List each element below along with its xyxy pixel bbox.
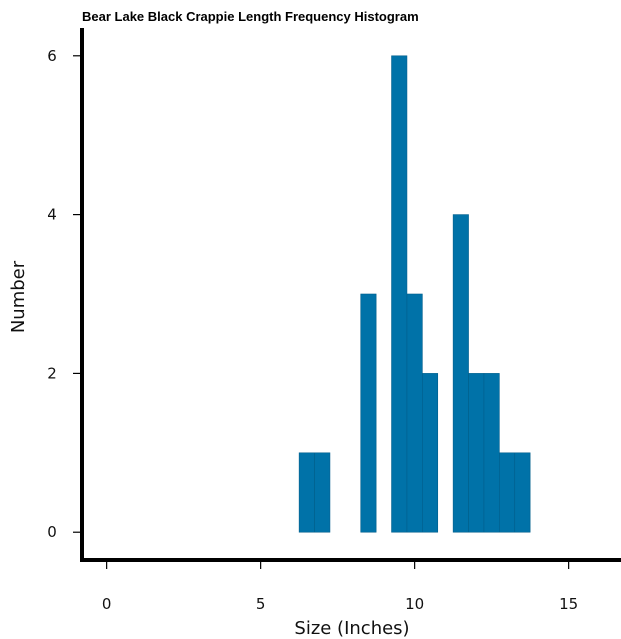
chart-title: Bear Lake Black Crappie Length Frequency… bbox=[82, 9, 419, 24]
histogram-bar bbox=[391, 55, 408, 533]
histogram-bar bbox=[360, 293, 377, 533]
y-tick-label: 6 bbox=[47, 47, 57, 65]
y-tick-label: 0 bbox=[47, 523, 57, 541]
x-axis-ticks: 0 5 10 15 bbox=[102, 562, 578, 613]
x-axis-label: Size (Inches) bbox=[294, 618, 409, 639]
histogram-bar bbox=[483, 373, 500, 533]
x-tick-label: 15 bbox=[559, 595, 578, 613]
histogram-bar bbox=[452, 214, 469, 533]
histogram-bar bbox=[514, 452, 531, 533]
histogram-bar bbox=[406, 293, 423, 533]
y-tick-label: 2 bbox=[47, 364, 57, 382]
x-tick-label: 5 bbox=[256, 595, 266, 613]
x-tick-label: 10 bbox=[405, 595, 424, 613]
histogram-bar bbox=[298, 452, 315, 533]
y-tick-label: 4 bbox=[47, 206, 57, 224]
bars-group bbox=[298, 55, 531, 533]
histogram-bar bbox=[422, 373, 439, 533]
x-tick-label: 0 bbox=[102, 595, 112, 613]
histogram-bar bbox=[314, 452, 331, 533]
histogram-bar bbox=[499, 452, 516, 533]
y-axis-ticks: 0 2 4 6 bbox=[47, 47, 80, 541]
y-axis-label: Number bbox=[8, 260, 29, 333]
histogram-bar bbox=[468, 373, 485, 533]
